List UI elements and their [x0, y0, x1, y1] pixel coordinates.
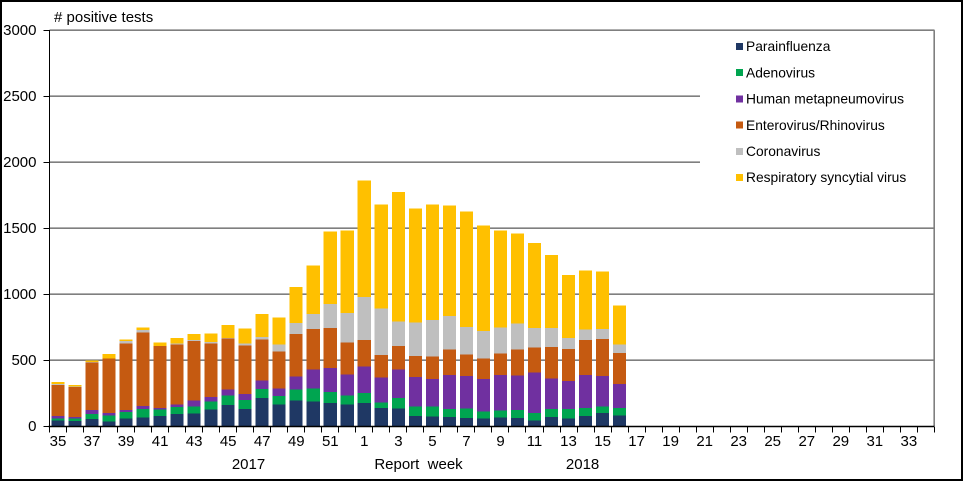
- svg-text:35: 35: [50, 433, 67, 450]
- svg-text:Parainfluenza: Parainfluenza: [746, 39, 831, 54]
- svg-text:Human metapneumovirus: Human metapneumovirus: [746, 92, 904, 107]
- svg-text:15: 15: [594, 433, 611, 450]
- svg-text:23: 23: [730, 433, 747, 450]
- svg-text:1: 1: [360, 433, 368, 450]
- svg-text:# positive tests: # positive tests: [54, 9, 153, 26]
- svg-text:17: 17: [628, 433, 645, 450]
- svg-text:2000: 2000: [3, 154, 36, 171]
- svg-text:0: 0: [28, 418, 36, 435]
- svg-text:2017: 2017: [232, 456, 265, 473]
- svg-text:2018: 2018: [566, 456, 599, 473]
- svg-text:29: 29: [832, 433, 849, 450]
- svg-text:47: 47: [254, 433, 271, 450]
- svg-text:37: 37: [84, 433, 101, 450]
- svg-text:500: 500: [11, 352, 36, 369]
- svg-text:19: 19: [662, 433, 679, 450]
- svg-text:Report week: Report week: [374, 456, 463, 473]
- svg-text:13: 13: [560, 433, 577, 450]
- svg-text:1000: 1000: [3, 286, 36, 303]
- svg-text:43: 43: [186, 433, 203, 450]
- svg-text:33: 33: [901, 433, 918, 450]
- svg-text:3: 3: [394, 433, 402, 450]
- svg-text:41: 41: [152, 433, 169, 450]
- svg-text:51: 51: [322, 433, 339, 450]
- svg-text:2500: 2500: [3, 88, 36, 105]
- svg-text:39: 39: [118, 433, 135, 450]
- svg-text:5: 5: [428, 433, 436, 450]
- svg-text:7: 7: [462, 433, 470, 450]
- svg-text:Respiratory syncytial virus: Respiratory syncytial virus: [746, 170, 906, 185]
- svg-text:9: 9: [496, 433, 504, 450]
- svg-text:11: 11: [527, 433, 543, 450]
- svg-text:Adenovirus: Adenovirus: [746, 65, 815, 80]
- svg-text:25: 25: [764, 433, 781, 450]
- svg-text:31: 31: [866, 433, 883, 450]
- svg-text:21: 21: [696, 433, 713, 450]
- svg-text:49: 49: [288, 433, 305, 450]
- svg-text:45: 45: [220, 433, 237, 450]
- svg-text:27: 27: [798, 433, 815, 450]
- svg-text:1500: 1500: [3, 220, 36, 237]
- svg-text:Enterovirus/Rhinovirus: Enterovirus/Rhinovirus: [746, 118, 885, 133]
- svg-text:Coronavirus: Coronavirus: [746, 144, 820, 159]
- svg-text:3000: 3000: [3, 22, 36, 39]
